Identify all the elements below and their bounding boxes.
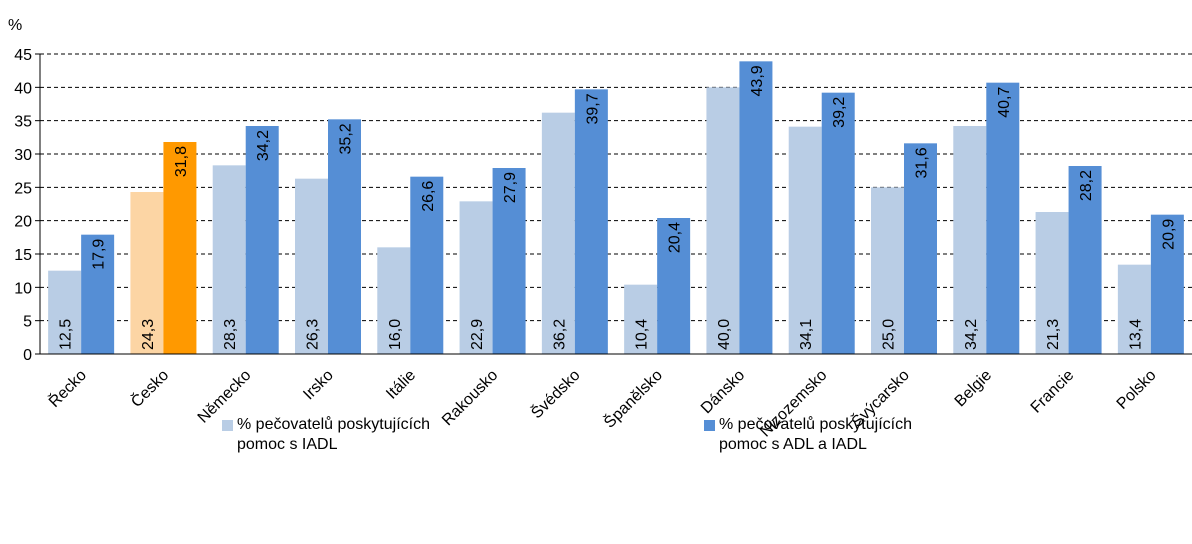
value-label: 43,9 [749,65,766,96]
value-label: 25,0 [881,319,898,350]
value-label: 12,5 [58,319,75,350]
value-label: 13,4 [1127,319,1144,350]
y-tick-label: 40 [14,80,32,97]
x-tick-label: Francie [1028,367,1078,417]
value-label: 39,2 [831,97,848,128]
x-tick-label: Irsko [300,367,337,404]
value-label: 24,3 [140,319,157,350]
value-label: 40,7 [996,87,1013,118]
bar-iadl [953,126,987,354]
bars [48,61,1184,355]
legend-item-iadl: % pečovatelů poskytujících pomoc s IADL [222,415,537,455]
value-labels: 12,5 17,9 24,3 31,8 28,3 34,2 26,3 35,2 16,0 26,6… [58,65,1178,350]
value-label: 10,4 [634,319,651,350]
bar-adl-iadl [739,61,773,354]
bar-iadl [541,112,575,355]
legend-label-adl-iadl-line1: % pečovatelů poskytujících [719,416,912,433]
value-label: 21,3 [1045,319,1062,350]
legend-label-adl-iadl-line2: pomoc s ADL a IADL [719,436,867,453]
bar-iadl [706,87,740,354]
bar-adl-iadl [904,143,937,354]
x-tick-label: Dánsko [698,367,748,417]
bar-adl-iadl [328,119,361,354]
value-label: 36,2 [551,319,568,350]
value-label: 20,4 [667,222,684,253]
bar-iadl [212,165,246,354]
value-label: 26,3 [305,319,322,350]
bar-adl-iadl [1150,214,1184,354]
value-label: 22,9 [469,319,486,350]
bar-adl-iadl [492,168,526,354]
value-label: 35,2 [338,123,355,154]
bar-adl-iadl [986,82,1020,355]
value-label: 39,7 [584,93,601,124]
bar-adl-iadl [574,89,608,354]
legend-label-iadl-line1: % pečovatelů poskytujících [237,416,430,433]
y-tick-label: 10 [14,280,32,297]
y-tick-label: 0 [23,347,32,364]
bar-iadl [130,192,164,354]
legend-swatch-iadl [222,420,233,431]
bar-iadl [1035,212,1069,354]
value-label: 27,9 [502,172,519,203]
bar-adl-iadl [821,92,855,355]
value-label: 34,2 [963,319,980,350]
bar-iadl [871,187,904,354]
y-tick-label: 5 [23,314,32,331]
value-label: 28,2 [1078,170,1095,201]
legend-label-iadl-line2: pomoc s IADL [237,436,338,453]
value-label: 34,1 [798,319,815,350]
bar-adl-iadl [410,176,444,354]
y-axis-ticks: 0 5 10 15 20 25 30 35 40 45 [14,47,40,364]
value-label: 26,6 [420,181,437,212]
bar-adl-iadl [245,126,279,354]
x-tick-label: Belgie [952,367,996,411]
x-tick-label: Polsko [1114,367,1160,413]
bar-iadl [788,126,822,355]
bar-adl-iadl [163,142,197,354]
bar-iadl [459,201,493,354]
x-tick-label: Česko [127,365,173,411]
bar-iadl [48,270,82,354]
legend-swatch-adl-iadl [704,420,715,431]
value-label: 20,9 [1160,219,1177,250]
y-tick-label: 15 [14,247,32,264]
legend-item-adl-iadl: % pečovatelů poskytujících pomoc s ADL a… [704,415,1019,455]
bar-adl-iadl [657,218,691,354]
value-label: 17,9 [91,239,108,270]
value-label: 31,6 [914,147,931,178]
bar-iadl [1117,264,1151,354]
bar-iadl [377,247,411,354]
value-label: 31,8 [173,146,190,177]
value-label: 34,2 [255,130,272,161]
bar-iadl [624,284,658,354]
bar-adl-iadl [1068,166,1102,354]
x-tick-label: Švédsko [527,365,584,422]
y-tick-label: 25 [14,180,32,197]
y-axis-label: % [8,17,22,34]
x-tick-label: Itálie [383,367,419,403]
bar-adl-iadl [81,234,115,354]
bar-iadl [295,178,328,354]
value-label: 16,0 [387,319,404,350]
value-label: 28,3 [222,319,239,350]
y-tick-label: 20 [14,214,32,231]
y-tick-label: 35 [14,114,32,131]
value-label: 40,0 [716,319,733,350]
x-tick-label: Španělsko [600,365,666,431]
y-tick-label: 30 [14,147,32,164]
x-tick-label: Řecko [44,365,90,411]
y-tick-label: 45 [14,47,32,64]
